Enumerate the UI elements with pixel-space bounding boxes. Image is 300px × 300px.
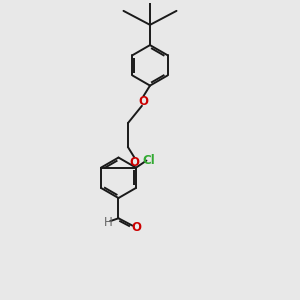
Text: O: O <box>138 94 148 107</box>
Text: H: H <box>104 216 112 229</box>
Text: Cl: Cl <box>142 154 155 167</box>
Text: O: O <box>131 221 141 234</box>
Text: O: O <box>130 156 140 169</box>
